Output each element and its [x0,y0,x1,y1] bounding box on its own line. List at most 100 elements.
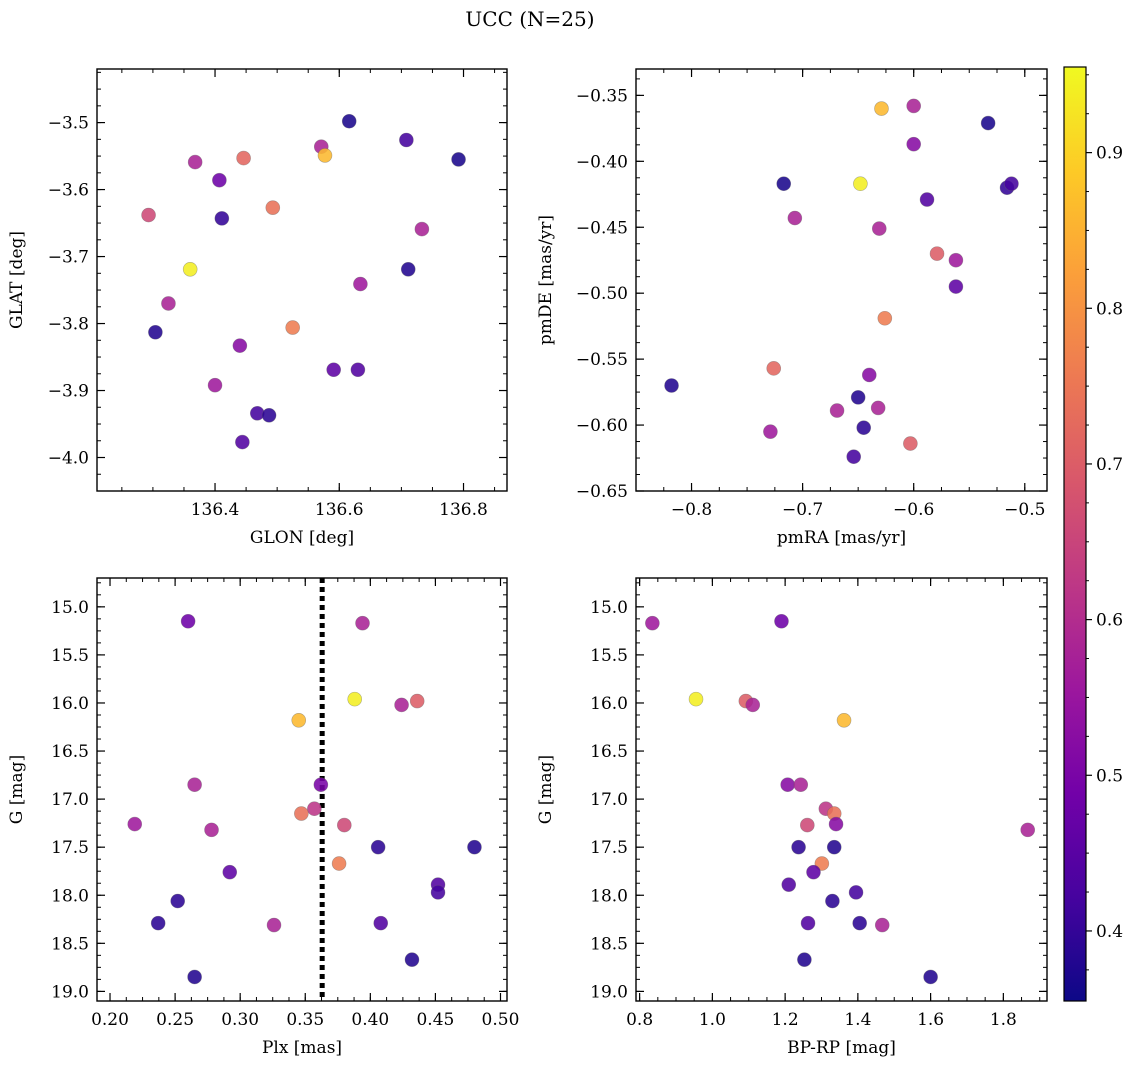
x-tick-label: 0.45 [416,1010,454,1030]
x-tick-label: −0.7 [782,500,823,520]
y-tick-label: 16.5 [590,742,628,762]
x-tick-label: 1.4 [844,1010,871,1030]
y-tick-label: 17.0 [590,790,628,810]
y-tick-label: −3.6 [48,181,89,201]
scatter-point [161,296,176,311]
x-tick-label: 136.4 [191,500,240,520]
scatter-point [150,915,166,931]
scatter-point [207,377,223,393]
y-tick-label: −0.55 [576,350,628,370]
y-axis-label: G [mag] [536,755,556,824]
scatter-point [170,893,185,909]
scatter-point [781,877,797,892]
y-tick-label: 15.0 [51,598,89,618]
axes-frame [96,68,508,492]
x-tick-label: 0.50 [482,1010,520,1030]
scatter-point [204,822,219,838]
scatter-point [919,192,935,207]
scatter-point [826,839,842,855]
scatter-point [870,400,886,416]
y-tick-label: 16.5 [51,742,89,762]
y-axis-label: pmDE [mas/yr] [536,215,556,345]
scatter-point [923,969,938,985]
x-tick-label: 0.20 [91,1010,129,1030]
scatter-point [825,893,840,909]
y-tick-label: −3.7 [48,248,89,268]
scatter-point [664,378,679,393]
x-tick-label: 0.25 [156,1010,194,1030]
colorbar-tick-label: 0.4 [1096,922,1123,942]
colorbar-frame [1063,66,1087,1002]
scatter-point [850,390,866,405]
scatter-point [745,697,761,713]
scatter-point [645,615,660,631]
x-tick-label: 0.8 [626,1010,653,1030]
scatter-point [467,839,482,855]
y-tick-label: 16.0 [590,694,628,714]
scatter-point [182,261,198,277]
panel-1: 136.4 136.6 136.8 −4.0 −3.9 −3.8 −3.7 −3.6 −3.5 G… [7,68,508,548]
x-tick-label: 0.40 [351,1010,389,1030]
y-axis-label: G [mag] [7,755,27,824]
scatter-point [829,403,845,418]
y-tick-label: 16.0 [51,694,89,714]
scatter-point [948,279,964,294]
scatter-point [222,864,238,880]
y-tick-label: 15.5 [51,646,89,666]
scatter-point [141,207,156,223]
x-tick-label: 1.0 [699,1010,726,1030]
scatter-point [212,172,227,188]
axes-frame [96,577,508,1002]
scatter-point [430,885,446,900]
scatter-point [370,839,386,855]
scatter-point [232,338,248,353]
x-axis-label: Plx [mas] [262,1038,342,1058]
x-tick-label: 1.6 [917,1010,944,1030]
scatter-point [148,324,163,340]
scatter-point [127,816,143,832]
y-tick-label: 15.0 [590,598,628,618]
scatter-point [806,864,821,880]
scatter-point [929,246,945,261]
colorbar-tick-label: 0.6 [1096,611,1123,631]
x-axis-label: GLON [deg] [250,528,354,548]
scatter-point [776,176,792,192]
scatter-point [791,839,806,855]
y-tick-label: 17.5 [590,838,628,858]
scatter-point [373,915,389,931]
scatter-point [903,436,918,451]
y-tick-label: 19.0 [590,982,628,1002]
scatter-point [326,362,341,378]
scatter-point [797,952,812,967]
scatter-point [261,408,277,423]
x-tick-label: 1.2 [772,1010,799,1030]
x-axis-label: pmRA [mas/yr] [777,528,906,548]
x-tick-label: 1.8 [990,1010,1017,1030]
colorbar-tick-label: 0.7 [1096,455,1123,475]
scatter-point [846,449,862,465]
scatter-point [1020,822,1036,838]
panel-2: −0.8 −0.7 −0.6 −0.5 −0.65 −0.60 −0.55 −0.50 −0.4… [536,68,1048,548]
scatter-point [836,712,852,728]
scatter-point [235,434,250,450]
y-tick-label: −0.50 [576,284,628,304]
scatter-point [793,777,809,792]
scatter-point [355,615,370,631]
scatter-point [906,98,922,114]
scatter-point [766,361,782,376]
scatter-point [404,952,420,967]
y-tick-label: −0.35 [576,86,628,106]
figure-title: UCC (N=25) [465,7,594,31]
scatter-point [414,221,430,237]
scatter-point [394,697,409,713]
axes-frame [635,68,1048,492]
panel-4: 0.8 1.0 1.2 1.4 1.6 1.8 15.0 15.5 16.0 16.5 17.0 17… [536,577,1048,1058]
scatter-point [347,691,363,707]
y-tick-label: 18.5 [590,934,628,954]
scatter-point [265,200,281,215]
y-tick-label: 17.0 [51,790,89,810]
y-tick-label: 17.5 [51,838,89,858]
scatter-point [294,806,309,821]
scatter-point [877,310,893,326]
